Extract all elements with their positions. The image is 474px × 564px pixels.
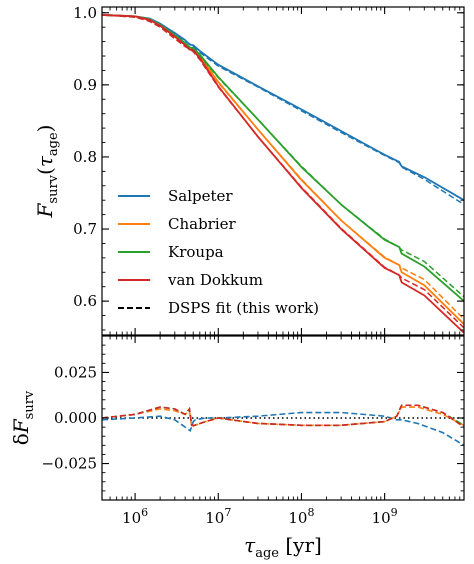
x-tick-label: 108 xyxy=(288,506,314,527)
y-tick-label: 0.025 xyxy=(54,363,97,381)
series-line-van-dokkum xyxy=(102,14,464,334)
residual-panel: 106 107 108 109 −0.025 0.000 0.025 δFsurv τage… xyxy=(9,335,465,561)
x-tick-label: 109 xyxy=(372,506,398,527)
x-tick-label: 106 xyxy=(122,506,148,527)
top-panel-ticks: 0.6 0.7 0.8 0.9 1.0 xyxy=(73,4,465,335)
fit-line-salpeter xyxy=(102,14,464,206)
y-tick-label: 0.000 xyxy=(54,409,97,427)
y-tick-label: 0.7 xyxy=(73,220,97,238)
residual-lines xyxy=(102,404,464,447)
residual-line-van-dokkum xyxy=(102,404,464,428)
x-axis-label: τage [yr] xyxy=(244,533,322,561)
survival-fraction-panel: 0.6 0.7 0.8 0.9 1.0 Fsurv(τage) Salpeter Chab… xyxy=(33,4,465,336)
y-tick-label: 0.9 xyxy=(73,76,97,94)
top-y-axis-label: Fsurv(τage) xyxy=(33,125,61,219)
legend-label-kroupa: Kroupa xyxy=(168,243,224,261)
bottom-y-axis-label: δFsurv xyxy=(9,390,37,445)
series-line-salpeter xyxy=(102,14,464,201)
y-tick-label: 0.8 xyxy=(73,148,97,166)
y-tick-label: 0.6 xyxy=(73,292,97,310)
y-tick-label: −0.025 xyxy=(41,455,97,473)
legend-label-dsps-fit-this-work-: DSPS fit (this work) xyxy=(168,299,319,317)
bottom-panel-ticks: 106 107 108 109 −0.025 0.000 0.025 xyxy=(41,335,465,527)
legend-label-van-dokkum: van Dokkum xyxy=(167,271,263,289)
fit-line-kroupa xyxy=(102,14,464,298)
x-tick-label: 107 xyxy=(205,506,231,527)
legend-label-chabrier: Chabrier xyxy=(168,215,237,233)
fit-line-van-dokkum xyxy=(102,14,464,329)
y-tick-label: 1.0 xyxy=(73,4,97,22)
survival-fraction-lines xyxy=(102,14,464,334)
legend-label-salpeter: Salpeter xyxy=(168,187,233,205)
legend: Salpeter Chabrier Kroupa van Dokkum DSPS fit… xyxy=(118,187,319,317)
